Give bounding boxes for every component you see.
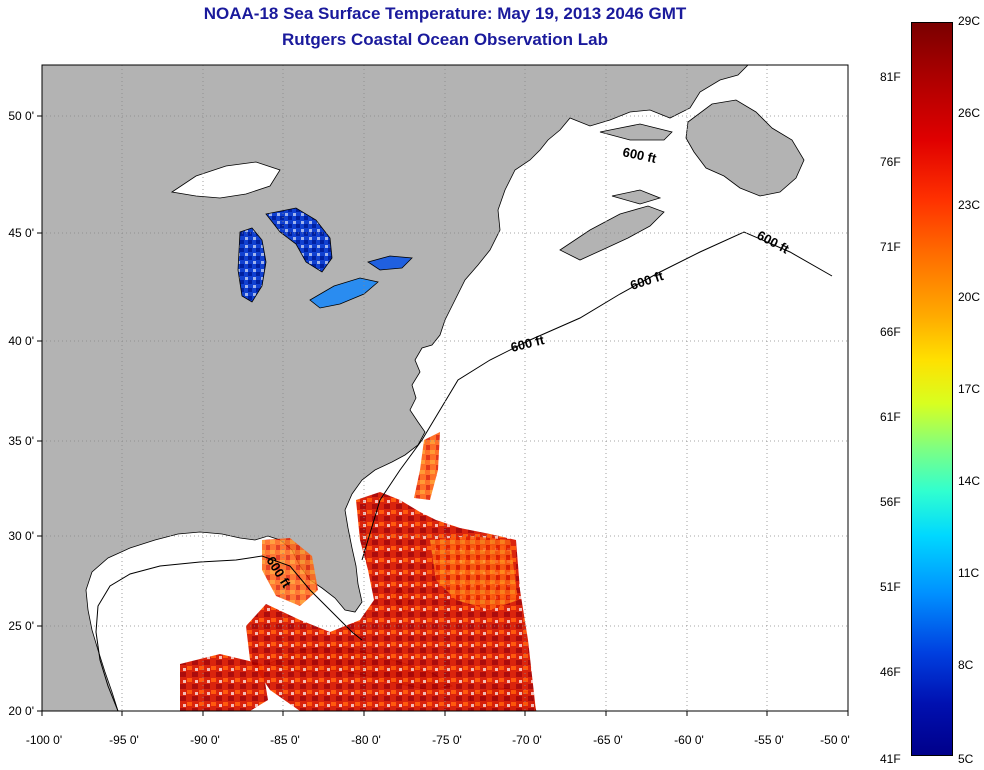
colorbar-f-label: 61F [880, 410, 901, 424]
lat-tick-labels: 50 0' 45 0' 40 0' 35 0' 30 0' 25 0' 20 0… [8, 109, 34, 718]
lat-tick-label: 40 0' [8, 334, 34, 348]
colorbar-f-label: 81F [880, 70, 901, 84]
colorbar-c-label: 5C [958, 752, 973, 766]
colorbar-f-label: 46F [880, 665, 901, 679]
lon-tick-label: -80 0' [351, 733, 381, 747]
colorbar-f-label: 56F [880, 495, 901, 509]
colorbar-c-label: 11C [958, 566, 979, 580]
lon-tick-label: -95 0' [109, 733, 139, 747]
temperature-colorbar [911, 22, 953, 756]
colorbar-c-label: 26C [958, 106, 980, 120]
lat-tick-label: 30 0' [8, 529, 34, 543]
lat-tick-label: 25 0' [8, 619, 34, 633]
lon-tick-label: -75 0' [432, 733, 462, 747]
colorbar-c-label: 23C [958, 198, 980, 212]
lon-tick-label: -100 0' [26, 733, 62, 747]
lon-tick-label: -55 0' [754, 733, 784, 747]
lat-tick-label: 50 0' [8, 109, 34, 123]
colorbar-f-label: 66F [880, 325, 901, 339]
colorbar-f-label: 51F [880, 580, 901, 594]
lon-tick-label: -90 0' [190, 733, 220, 747]
colorbar-c-label: 29C [958, 14, 980, 28]
lat-axis [37, 116, 42, 711]
colorbar-f-label: 71F [880, 240, 901, 254]
lon-tick-label: -60 0' [674, 733, 704, 747]
colorbar-c-label: 20C [958, 290, 980, 304]
colorbar-c-label: 17C [958, 382, 980, 396]
colorbar-f-label: 76F [880, 155, 901, 169]
lat-tick-label: 45 0' [8, 226, 34, 240]
lon-tick-label: -50 0' [820, 733, 850, 747]
lon-tick-label: -70 0' [512, 733, 542, 747]
lat-tick-label: 35 0' [8, 434, 34, 448]
colorbar-c-label: 8C [958, 658, 973, 672]
colorbar-f-label: 41F [880, 752, 901, 766]
lat-tick-label: 20 0' [8, 704, 34, 718]
colorbar-c-label: 14C [958, 474, 980, 488]
lon-tick-label: -85 0' [270, 733, 300, 747]
lon-tick-labels: -100 0' -95 0' -90 0' -85 0' -80 0' -75 … [26, 733, 850, 747]
sst-yucatan [180, 654, 268, 711]
lon-axis [42, 711, 848, 716]
lon-tick-label: -65 0' [593, 733, 623, 747]
